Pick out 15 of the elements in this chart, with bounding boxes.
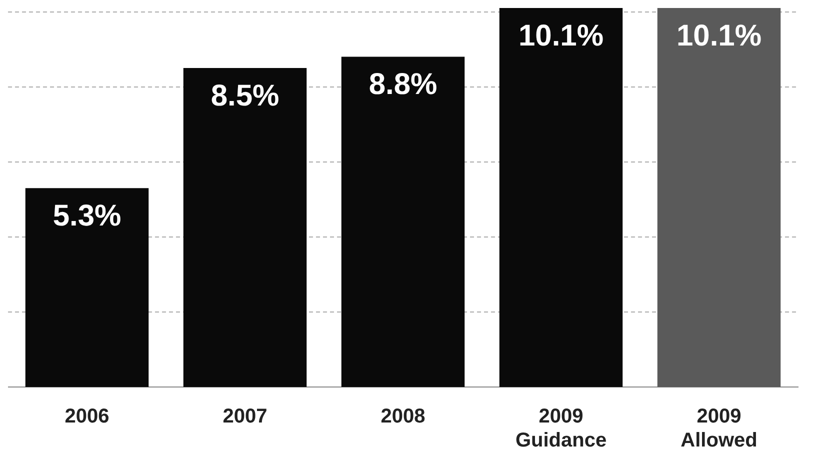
x-tick-label: 2009 Allowed <box>680 406 758 452</box>
x-tick-label: 2009 Guidance <box>515 406 607 452</box>
data-label: 8.8% <box>368 68 438 102</box>
x-tick-label: 2008 <box>380 406 426 428</box>
data-label: 10.1% <box>518 19 604 52</box>
bar <box>183 68 307 387</box>
bar <box>25 188 149 387</box>
data-label: 10.1% <box>676 19 762 52</box>
x-tick-label: 2007 <box>222 406 268 428</box>
bar <box>499 8 623 387</box>
x-tick-label: 2006 <box>64 406 110 428</box>
data-label: 8.5% <box>210 79 280 112</box>
bar <box>341 56 465 387</box>
bar <box>657 8 781 387</box>
data-label: 5.3% <box>52 199 122 232</box>
